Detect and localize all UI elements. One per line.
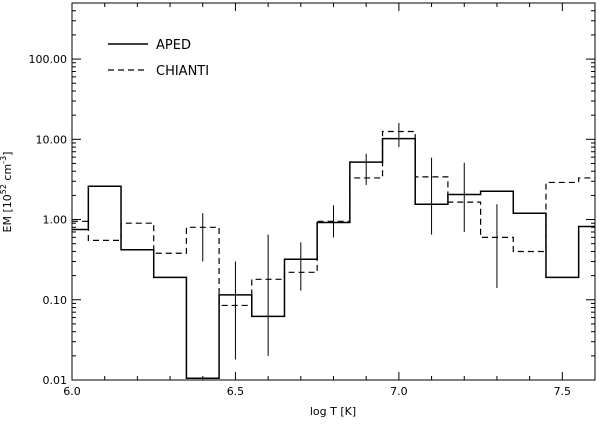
legend: APED CHIANTI [108,38,209,79]
x-tick-label: 7.0 [390,385,408,398]
x-tick-label: 6.0 [63,385,81,398]
legend-label-chianti: CHIANTI [156,64,209,79]
x-tick-label: 6.5 [227,385,245,398]
y-axis-title: EM [1052 cm-3] [0,152,14,233]
y-axis: 0.01 0.10 1.00 10.00 100.00 [29,10,595,387]
plot-frame [71,2,596,381]
x-axis-title: log T [K] [310,405,356,418]
legend-label-aped: APED [156,38,191,53]
y-tick-label: 0.01 [43,374,68,387]
x-tick-label: 7.5 [554,385,572,398]
series-group [72,130,595,380]
x-axis: 6.0 6.5 7.0 7.5 [63,3,596,398]
y-tick-label: 10.00 [36,133,68,146]
y-tick-label: 100.00 [29,53,68,66]
series-line-aped [72,137,595,380]
y-tick-label: 1.00 [43,214,68,227]
error-bars [202,122,498,360]
y-tick-label: 0.10 [43,294,68,307]
